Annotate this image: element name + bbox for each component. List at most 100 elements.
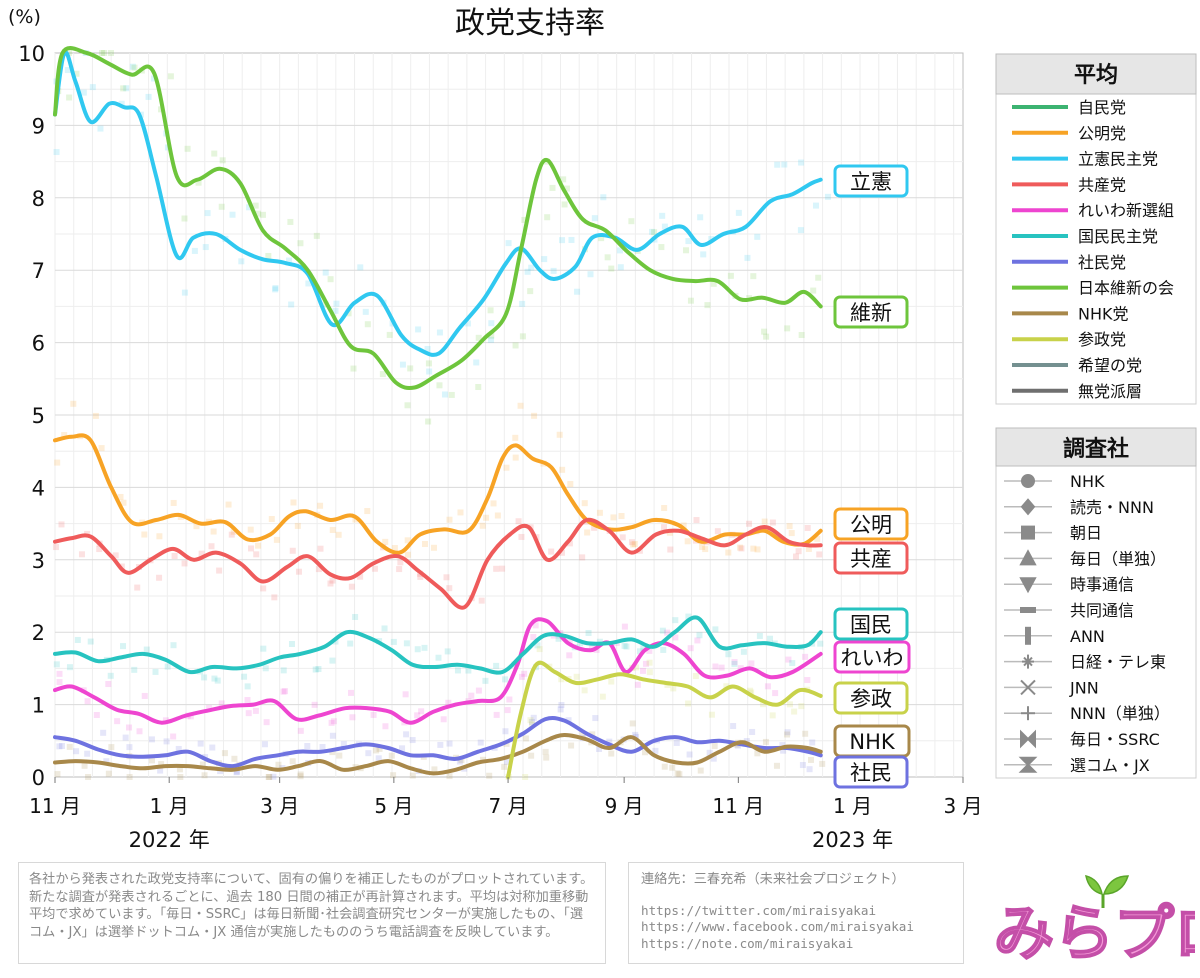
poll-marker [78, 551, 85, 558]
poll-marker [731, 660, 738, 667]
poll-marker [744, 254, 751, 261]
legend-pollster-label: NHK [1070, 472, 1105, 491]
poll-marker [437, 741, 444, 748]
poll-marker [272, 286, 279, 293]
poll-marker [640, 667, 647, 674]
poll-marker [664, 629, 671, 636]
line-label: 国民 [850, 613, 892, 637]
poll-marker [156, 533, 163, 540]
poll-marker [312, 666, 319, 673]
poll-marker [158, 761, 165, 768]
poll-marker [386, 331, 393, 338]
x-tick-label: 3 月 [260, 794, 299, 818]
line-label: 参政 [850, 687, 892, 711]
poll-marker [210, 528, 217, 535]
poll-marker [252, 202, 259, 209]
poll-marker [145, 93, 152, 100]
poll-marker [329, 732, 336, 739]
poll-marker [632, 731, 639, 738]
poll-marker [56, 743, 63, 750]
series-line-NHK党 [53, 732, 823, 776]
line-label-box [833, 607, 909, 641]
poll-marker [273, 536, 280, 543]
poll-marker [170, 499, 177, 506]
poll-marker [725, 549, 732, 556]
poll-marker [141, 692, 148, 699]
poll-marker [195, 179, 202, 186]
contact-link-twitter[interactable]: https://twitter.com/miraisyakai [641, 902, 877, 918]
poll-marker [544, 214, 551, 221]
poll-marker [712, 663, 719, 670]
poll-marker [329, 749, 336, 756]
y-tick-label: 3 [32, 549, 45, 573]
poll-marker [352, 516, 359, 523]
poll-marker [522, 774, 529, 780]
poll-marker [584, 529, 591, 536]
poll-marker [126, 744, 133, 751]
poll-marker [211, 150, 218, 157]
poll-marker [176, 766, 183, 773]
poll-marker [756, 632, 763, 639]
footnote-text: 各社から発表された政党支持率について、固有の偏りを補正したものがプロットされてい… [29, 872, 594, 940]
poll-marker [93, 711, 100, 718]
poll-marker [725, 651, 732, 658]
poll-marker [202, 244, 209, 251]
poll-marker [528, 718, 535, 725]
poll-marker [475, 384, 482, 391]
poll-marker [784, 731, 791, 738]
poll-marker [561, 201, 568, 208]
poll-marker [704, 302, 711, 309]
poll-marker [431, 766, 438, 773]
poll-marker [773, 762, 780, 769]
poll-marker [512, 434, 519, 441]
poll-marker [206, 705, 213, 712]
poll-marker [255, 542, 262, 549]
poll-marker [490, 500, 497, 507]
poll-marker [214, 677, 221, 684]
poll-marker [812, 202, 819, 209]
poll-marker [362, 308, 369, 315]
poll-marker [231, 755, 238, 762]
poll-marker [252, 707, 259, 714]
poll-marker [534, 642, 541, 649]
poll-marker [143, 646, 150, 653]
poll-marker [382, 538, 389, 545]
poll-marker [598, 235, 605, 242]
poll-marker [313, 232, 320, 239]
poll-marker [329, 526, 336, 533]
poll-marker [809, 739, 816, 746]
poll-marker [712, 626, 719, 633]
poll-marker [230, 528, 237, 535]
legend-pollsters-header [995, 427, 1197, 467]
poll-marker [295, 568, 302, 575]
poll-marker [747, 687, 754, 694]
poll-marker [532, 622, 539, 629]
poll-marker [672, 617, 679, 624]
poll-marker [209, 744, 216, 751]
poll-marker [297, 771, 304, 778]
poll-marker [606, 738, 613, 745]
poll-marker [229, 211, 236, 218]
poll-marker [574, 288, 581, 295]
poll-marker [487, 307, 494, 314]
poll-marker [201, 674, 208, 681]
poll-marker [403, 731, 410, 738]
legend-pollsters-title: 調査社 [1063, 436, 1129, 462]
poll-marker [381, 625, 388, 632]
poll-marker [660, 524, 667, 531]
poll-marker [748, 689, 755, 696]
poll-marker [382, 723, 389, 730]
poll-marker [530, 633, 537, 640]
poll-marker [687, 645, 694, 652]
poll-marker [750, 545, 757, 552]
poll-marker [676, 771, 683, 778]
triangle-down-marker-icon [1019, 577, 1037, 594]
contact-link-note[interactable]: https://note.com/miraisyakai [641, 935, 854, 951]
poll-marker [81, 762, 88, 769]
poll-marker [788, 530, 795, 537]
contact-link-facebook[interactable]: https://www.facebook.com/miraisyakai [641, 919, 914, 934]
poll-marker [422, 540, 429, 547]
poll-marker [336, 752, 343, 759]
poll-marker [112, 552, 119, 559]
poll-marker [141, 531, 148, 538]
